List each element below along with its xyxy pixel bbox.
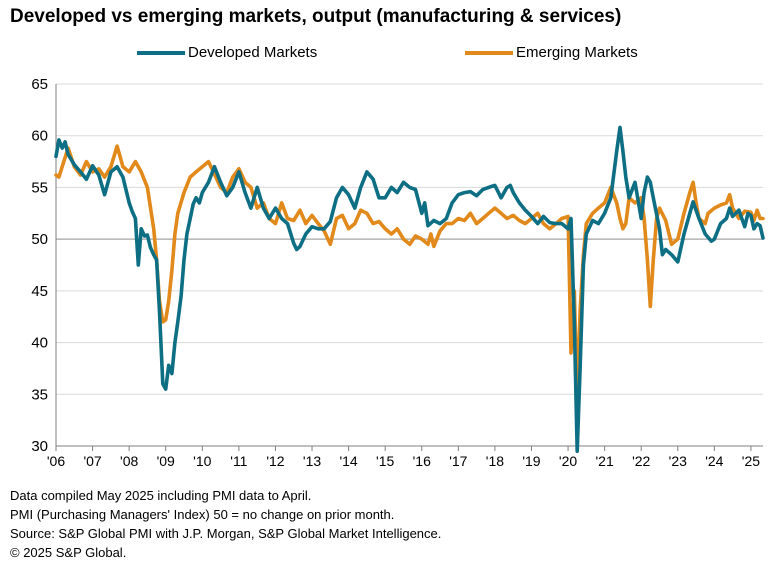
legend-swatch-emerging [465,50,513,55]
legend-label-developed: Developed Markets [188,44,318,61]
x-tick-label-20: '20 [559,453,577,469]
y-tick-label-40: 40 [31,335,48,352]
y-tick-label-35: 35 [31,386,48,403]
y-tick-label-65: 65 [31,76,48,93]
x-tick-label-21: '21 [596,453,614,469]
y-tick-label-30: 30 [31,438,48,455]
x-tick-label-22: '22 [632,453,650,469]
x-tick-label-14: '14 [339,453,357,469]
legend-swatch-developed [137,50,185,55]
legend-label-emerging: Emerging Markets [516,44,638,61]
x-tick-label-18: '18 [486,453,504,469]
x-tick-label-12: '12 [266,453,284,469]
y-tick-label-55: 55 [31,179,48,196]
x-tick-label-07: '07 [83,453,101,469]
x-tick-label-08: '08 [120,453,138,469]
chart-legend: Developed Markets Emerging Markets [0,44,784,66]
x-tick-label-25: '25 [742,453,760,469]
legend-item-emerging: Emerging Markets [465,44,638,61]
y-tick-label-50: 50 [31,231,48,248]
legend-item-developed: Developed Markets [137,44,317,61]
footnote-pmi-definition: PMI (Purchasing Managers' Index) 50 = no… [10,507,395,522]
x-tick-label-15: '15 [376,453,394,469]
footnote-source: Source: S&P Global PMI with J.P. Morgan,… [10,526,442,541]
x-tick-label-17: '17 [449,453,467,469]
x-tick-label-24: '24 [705,453,723,469]
x-tick-label-09: '09 [157,453,175,469]
x-tick-label-06: '06 [47,453,65,469]
line-chart: 65 60 55 50 45 40 35 30'06 '07 '08 '09 '10 '11 '12 '13… [31,76,765,469]
footnote-copyright: © 2025 S&P Global. [10,545,127,560]
x-tick-label-16: '16 [413,453,431,469]
x-tick-label-11: '11 [230,453,247,469]
x-tick-label-23: '23 [669,453,687,469]
footnote-data-compiled: Data compiled May 2025 including PMI dat… [10,488,312,503]
chart-title: Developed vs emerging markets, output (m… [10,6,622,27]
x-tick-label-10: '10 [193,453,211,469]
series-line-developed-markets [54,125,765,453]
y-tick-label-60: 60 [31,128,48,145]
y-tick-label-45: 45 [31,283,48,300]
x-tick-label-13: '13 [303,453,321,469]
chart-footnotes: Data compiled May 2025 including PMI dat… [10,486,441,562]
x-tick-label-19: '19 [522,453,540,469]
